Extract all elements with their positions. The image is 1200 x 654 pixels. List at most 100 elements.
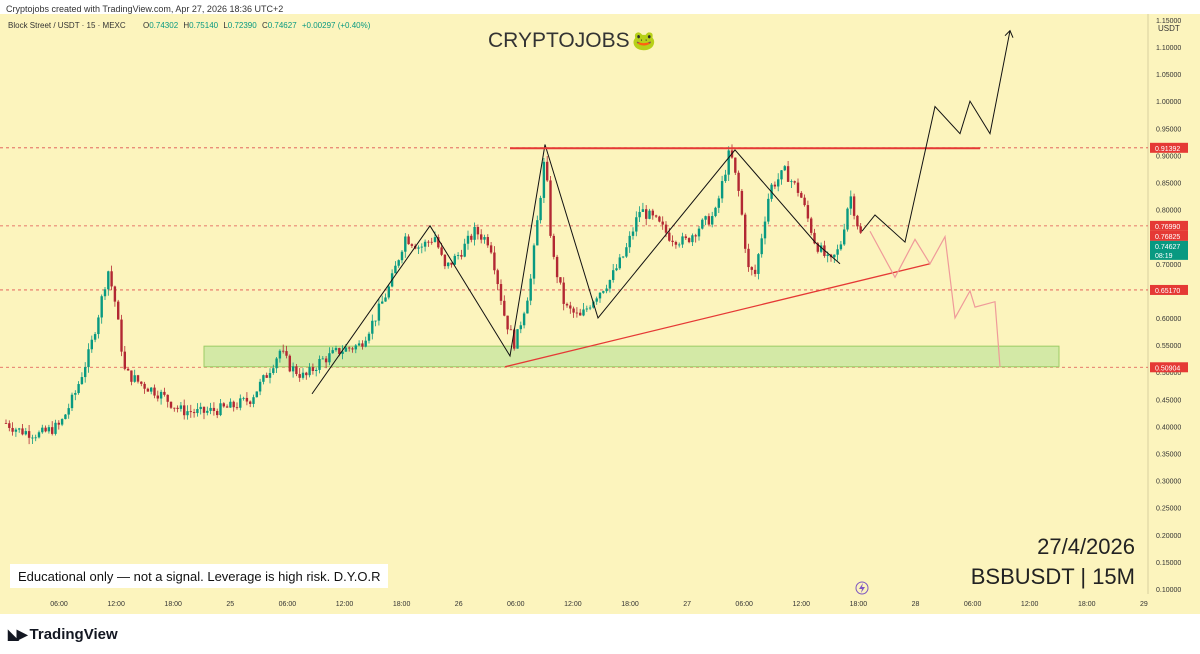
candle-body bbox=[57, 422, 60, 425]
price-label-text: 0.74627 bbox=[1155, 244, 1180, 251]
candle-body bbox=[97, 317, 100, 335]
time-tick-label: 06:00 bbox=[735, 601, 753, 608]
price-tick-label: 0.30000 bbox=[1156, 479, 1181, 486]
candle-body bbox=[489, 245, 493, 253]
candle-body bbox=[753, 269, 757, 274]
candle-body bbox=[810, 218, 813, 233]
lightning-icon[interactable] bbox=[855, 581, 869, 595]
candle-body bbox=[499, 284, 503, 301]
candle-body bbox=[288, 355, 291, 372]
time-tick-label: 06:00 bbox=[507, 601, 525, 608]
candle-body bbox=[575, 312, 579, 314]
candle-body bbox=[773, 184, 777, 187]
candle-body bbox=[420, 246, 423, 248]
candle-body bbox=[140, 381, 143, 384]
candle-body bbox=[717, 198, 720, 208]
candle-body bbox=[173, 407, 176, 409]
candle-body bbox=[704, 216, 707, 220]
candle-body bbox=[440, 247, 443, 255]
candle-body bbox=[222, 403, 225, 407]
candle-body bbox=[651, 210, 654, 216]
candle-body bbox=[839, 244, 843, 250]
candle-body bbox=[166, 394, 169, 402]
candle-body bbox=[305, 372, 308, 376]
candle-body bbox=[625, 247, 628, 257]
candle-body bbox=[450, 262, 453, 265]
candle-body bbox=[364, 340, 367, 347]
tradingview-logo[interactable]: ◣▶ TradingView bbox=[8, 626, 118, 643]
candle-body bbox=[701, 219, 704, 229]
candle-body bbox=[747, 248, 750, 268]
price-label-text: 0.76825 bbox=[1155, 234, 1180, 241]
candle-body bbox=[199, 406, 202, 410]
candle-body bbox=[427, 241, 430, 243]
candle-body bbox=[707, 216, 711, 225]
candle-body bbox=[806, 205, 810, 219]
candle-body bbox=[361, 343, 364, 347]
chart-area[interactable]: 1.15000 1.10000 1.05000 1.00000 0.95000 0.900… bbox=[0, 14, 1200, 614]
time-tick-label: 25 bbox=[226, 601, 234, 608]
candle-body bbox=[684, 236, 687, 239]
candle-body bbox=[856, 215, 859, 227]
candle-body bbox=[225, 406, 229, 408]
candle-body bbox=[196, 409, 199, 414]
candle-body bbox=[212, 407, 216, 411]
time-tick-label: 06:00 bbox=[964, 601, 982, 608]
price-tick-label: 0.20000 bbox=[1156, 533, 1181, 540]
candle-body bbox=[354, 345, 357, 350]
price-tick-label: 0.50000 bbox=[1156, 370, 1181, 377]
candle-body bbox=[216, 410, 219, 416]
support-zone-rect bbox=[203, 345, 1060, 368]
candle-body bbox=[265, 375, 268, 378]
time-tick-label: 12:00 bbox=[107, 601, 125, 608]
candle-body bbox=[473, 226, 476, 240]
candle-body bbox=[509, 329, 513, 331]
low-value: 0.72390 bbox=[228, 21, 257, 30]
close-value: 0.74627 bbox=[268, 21, 297, 30]
disclaimer-box bbox=[10, 564, 388, 588]
candle-body bbox=[331, 350, 334, 354]
time-tick-label: 06:00 bbox=[50, 601, 68, 608]
candle-body bbox=[529, 278, 532, 301]
time-tick-label: 18:00 bbox=[850, 601, 868, 608]
candle-body bbox=[318, 358, 321, 370]
pattern-lines bbox=[311, 144, 980, 395]
price-tick-label: 0.40000 bbox=[1156, 424, 1181, 431]
candle-body bbox=[793, 181, 796, 183]
candle-body bbox=[169, 401, 173, 408]
candle-body bbox=[760, 238, 763, 255]
candle-body bbox=[252, 397, 255, 404]
candle-body bbox=[740, 190, 744, 215]
candle-body bbox=[513, 329, 516, 349]
time-tick-label: 06:00 bbox=[279, 601, 297, 608]
candle-body bbox=[687, 238, 691, 243]
candle-body bbox=[54, 422, 57, 434]
time-axis-ticks: 06:00 12:00 18:00 25 06:00 12:00 18:00 26 06:00 1… bbox=[50, 601, 1148, 608]
candle-body bbox=[763, 221, 767, 239]
candle-body bbox=[27, 431, 31, 438]
candle-body bbox=[235, 407, 239, 409]
candle-body bbox=[130, 370, 133, 382]
candle-body bbox=[826, 254, 829, 256]
candle-body bbox=[456, 255, 460, 256]
candle-body bbox=[757, 254, 760, 274]
candle-body bbox=[84, 367, 87, 378]
symbol-line: Block Street / USDT · 15 · MEXC bbox=[8, 21, 126, 30]
tradingview-logo-icon: ◣▶ bbox=[8, 626, 27, 642]
candle-body bbox=[562, 282, 565, 304]
candle-body bbox=[301, 372, 305, 378]
support-zone bbox=[203, 345, 1060, 368]
candle-body bbox=[258, 381, 262, 392]
candle-body bbox=[113, 286, 117, 302]
candle-body bbox=[278, 350, 282, 359]
candle-body bbox=[724, 174, 727, 182]
price-chart[interactable]: 1.15000 1.10000 1.05000 1.00000 0.95000 0.900… bbox=[0, 14, 1200, 614]
candle-body bbox=[295, 366, 298, 375]
candle-body bbox=[272, 368, 275, 374]
tradingview-brand: TradingView bbox=[29, 626, 118, 643]
candle-body bbox=[437, 237, 440, 248]
candle-body bbox=[120, 319, 123, 352]
candle-body bbox=[4, 423, 8, 424]
chart-credit: Cryptojobs created with TradingView.com,… bbox=[6, 4, 284, 14]
candle-body bbox=[387, 286, 390, 298]
